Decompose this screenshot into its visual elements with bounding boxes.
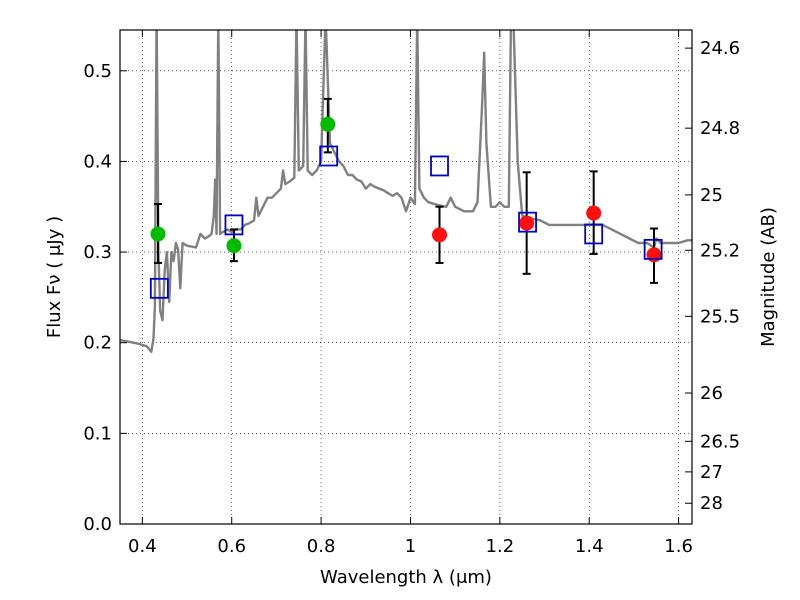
- right-tick-label: 28: [700, 493, 723, 514]
- x-tick-label: 1.2: [486, 536, 515, 557]
- observed-point: [646, 247, 662, 263]
- right-axis-label: Magnitude (AB): [758, 207, 779, 347]
- right-tick-label: 24.8: [700, 118, 740, 139]
- y-tick-label: 0.2: [83, 333, 112, 354]
- y-tick-label: 0.5: [83, 61, 112, 82]
- right-tick-label: 25: [700, 185, 723, 206]
- x-tick-label: 0.4: [128, 536, 157, 557]
- x-tick-label: 1: [405, 536, 416, 557]
- data-points: [149, 97, 663, 299]
- observed-point: [586, 205, 602, 221]
- x-tick-label: 1.6: [664, 536, 693, 557]
- observed-point: [432, 227, 448, 243]
- right-tick-label: 26: [700, 383, 723, 404]
- y-tick-label: 0.0: [83, 514, 112, 535]
- x-tick-label: 1.4: [575, 536, 604, 557]
- model-photometry-point: [149, 277, 169, 299]
- model-photometry-point: [224, 214, 244, 236]
- observed-point: [320, 116, 336, 132]
- model-photometry-point: [518, 211, 537, 233]
- x-tick-label: 0.8: [307, 536, 336, 557]
- model-photometry-point: [584, 223, 604, 245]
- x-tick-label: 0.6: [217, 536, 246, 557]
- x-axis-label: Wavelength λ (μm): [320, 567, 492, 588]
- model-spectrum: [120, 30, 692, 353]
- y-tick-label: 0.3: [83, 242, 112, 263]
- plot-frame: [119, 29, 693, 525]
- right-tick-label: 27: [700, 462, 723, 483]
- observed-point: [150, 226, 166, 242]
- y-axis-label: Flux Fν ( μJy ): [44, 216, 65, 338]
- y-tick-label: 0.1: [83, 423, 112, 444]
- observed-point: [519, 215, 535, 231]
- right-tick-label: 25.2: [700, 240, 740, 261]
- right-tick-label: 26.5: [700, 431, 740, 452]
- axis-ticks: 0.4 0.6 0.8 1 1.2 1.4 1.6 0.0 0.1 0.2 0.3 0.4 0.5 24.…: [83, 30, 740, 557]
- right-tick-label: 24.6: [700, 38, 740, 59]
- model-photometry-point: [319, 145, 339, 167]
- right-tick-label: 25.5: [700, 306, 740, 327]
- model-photometry-point: [643, 238, 663, 260]
- model-photometry-point: [430, 155, 449, 177]
- grid: [120, 30, 692, 525]
- model-spectrum-line: [120, 30, 692, 353]
- y-tick-label: 0.4: [83, 151, 112, 172]
- observed-point: [226, 238, 242, 254]
